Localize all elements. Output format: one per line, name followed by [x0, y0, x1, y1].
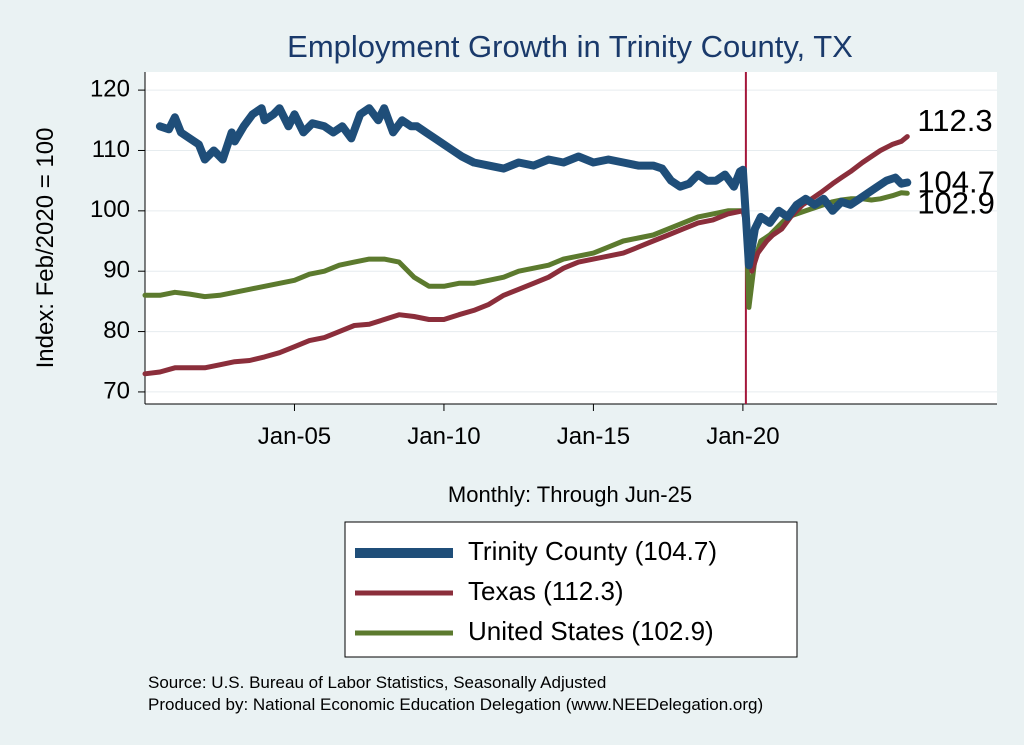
gridlines [145, 89, 997, 393]
y-axis: 70 80 90 100 110 120 [90, 72, 146, 404]
chart-title: Employment Growth in Trinity County, TX [287, 29, 853, 64]
x-tick-label-Jan-10: Jan-10 [407, 423, 480, 450]
legend-label-trinity-county: Trinity County (104.7) [468, 536, 717, 566]
end-label-united-states: 102.9 [917, 186, 995, 221]
end-label-trinity-county: 104.7 [917, 165, 995, 200]
series-lines [142, 104, 912, 377]
produced-by-note: Produced by: National Economic Education… [148, 695, 763, 714]
source-note: Source: U.S. Bureau of Labor Statistics,… [148, 673, 606, 692]
end-label-texas: 112.3 [917, 103, 992, 138]
legend-label-texas: Texas (112.3) [468, 576, 624, 606]
series-line-texas [142, 134, 910, 377]
y-tick-label-100: 100 [90, 196, 130, 223]
y-tick-label-80: 80 [103, 317, 130, 344]
y-tick-label-120: 120 [90, 75, 130, 102]
y-tick-label-90: 90 [103, 257, 130, 284]
legend-label-united-states: United States (102.9) [468, 616, 714, 646]
x-tick-label-Jan-05: Jan-05 [258, 423, 331, 450]
series-line-trinity-county [155, 104, 912, 270]
legend: Trinity County (104.7) Texas (112.3) Unite… [355, 536, 717, 646]
y-tick-label-70: 70 [103, 377, 130, 404]
y-tick-label-110: 110 [92, 136, 130, 163]
x-axis: Jan-05 Jan-10 Jan-15 Jan-20 [145, 403, 997, 450]
x-tick-label-Jan-15: Jan-15 [557, 423, 630, 450]
y-axis-label: Index: Feb/2020 = 100 [32, 128, 59, 369]
end-labels: 104.7 112.3 102.9 [917, 103, 995, 221]
x-axis-label: Monthly: Through Jun-25 [448, 482, 692, 507]
x-tick-label-Jan-20: Jan-20 [706, 423, 779, 450]
